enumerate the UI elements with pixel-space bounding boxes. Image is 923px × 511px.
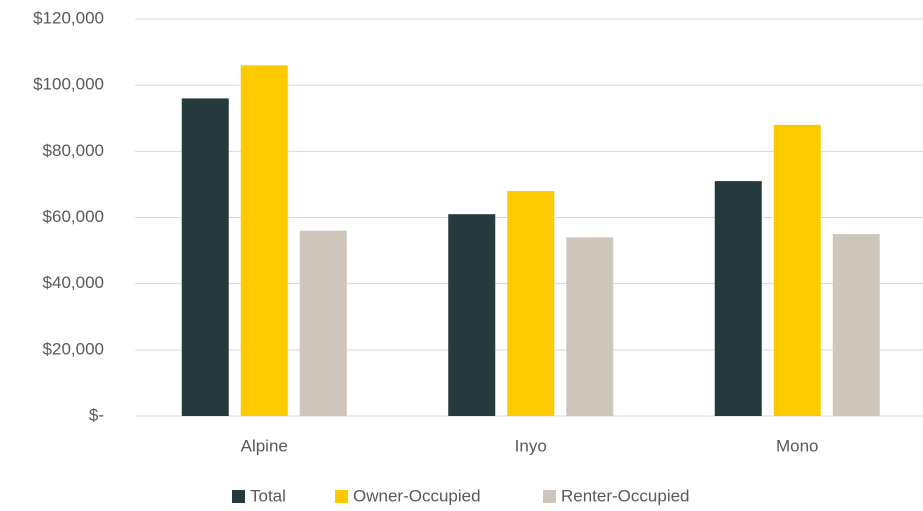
y-tick-label: $60,000 [43,207,104,226]
bar [566,237,614,416]
x-tick-label: Alpine [241,436,288,455]
bar [240,65,288,417]
bar [181,98,229,417]
bar [299,230,347,416]
legend-swatch [543,490,556,503]
y-tick-label: $20,000 [43,339,104,358]
x-tick-label: Mono [776,436,819,455]
y-tick-label: $40,000 [43,273,104,292]
legend-label: Total [250,486,286,505]
y-tick-label: $80,000 [43,141,104,160]
y-tick-label: $100,000 [33,75,104,94]
x-tick-label: Inyo [515,436,547,455]
bar [507,191,555,416]
legend-swatch [232,490,245,503]
legend-label: Renter-Occupied [561,486,690,505]
bar [832,234,880,416]
bar [714,181,762,416]
legend-swatch [335,490,348,503]
bar [773,124,821,416]
legend-label: Owner-Occupied [353,486,481,505]
y-tick-label: $- [89,405,104,424]
bar [448,214,496,416]
y-tick-label: $120,000 [33,8,104,27]
